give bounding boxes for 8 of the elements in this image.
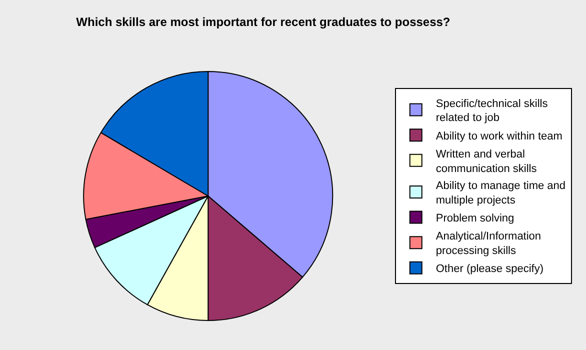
legend-label: Other (please specify) (436, 263, 544, 276)
legend-label: Ability to manage time and multiple projects (436, 180, 566, 206)
legend-label: Written and verbal communication skills (436, 148, 538, 175)
legend-label: Ability to work within team (436, 130, 562, 142)
chart-title: Which skills are most important for recent graduates to possess? (76, 14, 450, 29)
legend-label: Problem solving (436, 212, 514, 225)
legend-label: Specific/technical skills related to job (436, 98, 548, 124)
legend-label: Analytical/Information processing skills (436, 230, 542, 258)
